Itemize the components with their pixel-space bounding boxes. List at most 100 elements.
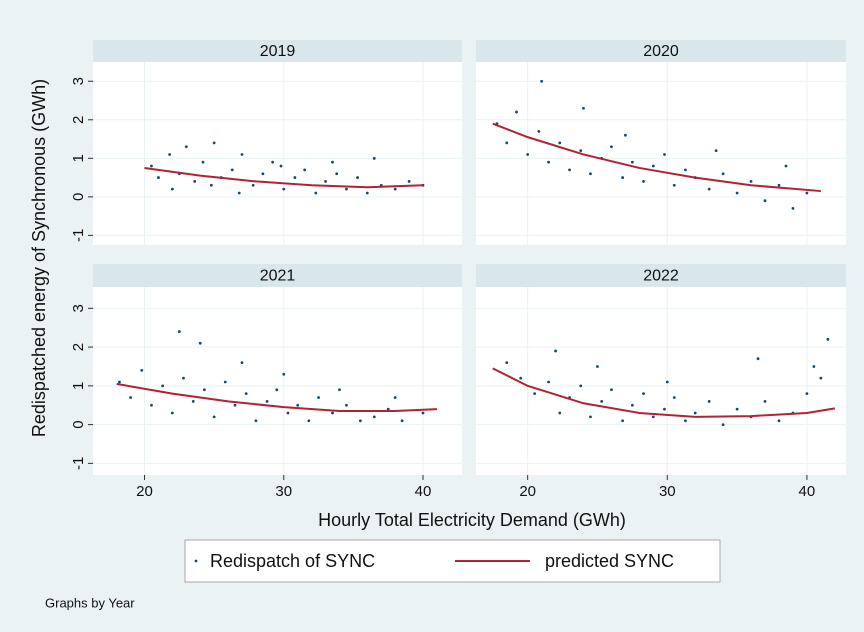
scatter-point — [317, 396, 320, 399]
panel-strip — [93, 40, 462, 62]
panel-strip — [476, 40, 846, 62]
scatter-point — [161, 384, 165, 388]
scatter-point — [582, 106, 585, 110]
panel-strip — [93, 264, 462, 287]
scatter-point — [579, 384, 583, 388]
scatter-point — [568, 168, 571, 172]
scatter-point — [358, 419, 362, 423]
scatter-point — [651, 164, 655, 168]
panel-title: 2021 — [260, 268, 296, 285]
panel-strip — [476, 264, 846, 287]
legend-label: predicted SYNC — [545, 551, 674, 571]
plot-area — [93, 287, 462, 475]
scatter-point — [271, 160, 275, 164]
scatter-point — [286, 411, 290, 415]
scatter-point — [819, 376, 823, 380]
plot-area — [476, 62, 846, 245]
scatter-point — [193, 180, 197, 183]
scatter-point — [170, 187, 174, 191]
x-tick-label: 40 — [415, 483, 432, 500]
scatter-point — [198, 341, 202, 345]
scatter-point — [589, 415, 592, 419]
scatter-point — [589, 172, 592, 176]
scatter-point — [642, 180, 645, 183]
scatter-point — [558, 411, 562, 415]
scatter-point — [651, 415, 655, 419]
scatter-point — [157, 176, 160, 179]
scatter-point — [515, 110, 518, 114]
scatter-point — [209, 183, 213, 187]
scatter-point — [714, 149, 718, 153]
scatter-point — [265, 399, 269, 403]
scatter-point — [672, 183, 676, 187]
scatter-point — [150, 164, 153, 168]
scatter-point — [540, 79, 544, 83]
scatter-point — [244, 392, 248, 395]
scatter-point — [386, 407, 390, 411]
scatter-point — [182, 376, 185, 380]
scatter-point — [791, 207, 795, 210]
y-tick-label: 0 — [70, 193, 87, 201]
scatter-point — [547, 380, 551, 384]
scatter-point — [282, 372, 286, 376]
plot-area — [93, 62, 462, 245]
scatter-point — [812, 365, 816, 368]
scatter-point — [763, 199, 767, 203]
scatter-point — [201, 160, 205, 164]
panel-title: 2022 — [643, 268, 679, 285]
scatter-point — [707, 187, 711, 191]
panel-title: 2019 — [260, 43, 296, 60]
scatter-point — [345, 403, 348, 407]
y-tick-label: 1 — [70, 382, 87, 390]
scatter-point — [610, 388, 613, 392]
x-axis-label: Hourly Total Electricity Demand (GWh) — [318, 510, 626, 530]
scatter-point — [261, 172, 265, 176]
scatter-point — [684, 168, 687, 172]
scatter-point — [393, 187, 397, 191]
scatter-point — [735, 191, 739, 195]
scatter-point — [191, 399, 195, 403]
scatter-point — [212, 141, 216, 145]
scatter-point — [756, 357, 760, 361]
scatter-point — [202, 388, 206, 392]
scatter-point — [665, 380, 669, 384]
scatter-point — [630, 403, 634, 407]
scatter-point — [279, 164, 283, 168]
y-tick-label: 2 — [70, 116, 87, 124]
scatter-point — [230, 168, 234, 172]
scatter-point — [184, 145, 188, 149]
y-tick-label: 3 — [70, 77, 87, 85]
scatter-point — [150, 403, 153, 407]
legend-label: Redispatch of SYNC — [210, 551, 375, 571]
x-tick-label: 20 — [519, 483, 536, 500]
y-tick-label: 3 — [70, 304, 87, 312]
plot-area — [476, 287, 846, 475]
scatter-point — [777, 183, 781, 187]
scatter-point — [307, 419, 311, 423]
legend-box — [184, 539, 721, 583]
scatter-point — [554, 349, 557, 353]
scatter-point — [331, 411, 334, 415]
y-tick-label: 2 — [70, 343, 87, 351]
scatter-point — [630, 160, 634, 164]
scatter-point — [505, 361, 509, 364]
scatter-point — [707, 399, 711, 403]
x-tick-label: 40 — [799, 483, 816, 500]
scatter-point — [621, 176, 625, 179]
scatter-point — [672, 396, 676, 399]
scatter-point — [331, 160, 334, 164]
legend-marker — [194, 559, 198, 563]
scatter-point — [338, 388, 341, 392]
x-tick-label: 30 — [275, 483, 292, 500]
scatter-point — [505, 141, 509, 145]
scatter-point — [372, 156, 376, 160]
scatter-point — [324, 180, 327, 183]
scatter-point — [177, 330, 181, 333]
scatter-point — [365, 191, 369, 195]
y-axis-label: Redispatched energy of Synchronous (GWh) — [29, 79, 49, 437]
scatter-point — [233, 403, 237, 407]
scatter-point — [356, 176, 359, 179]
scatter-point — [749, 180, 753, 183]
scatter-point — [763, 399, 767, 403]
x-tick-label: 20 — [136, 483, 153, 500]
